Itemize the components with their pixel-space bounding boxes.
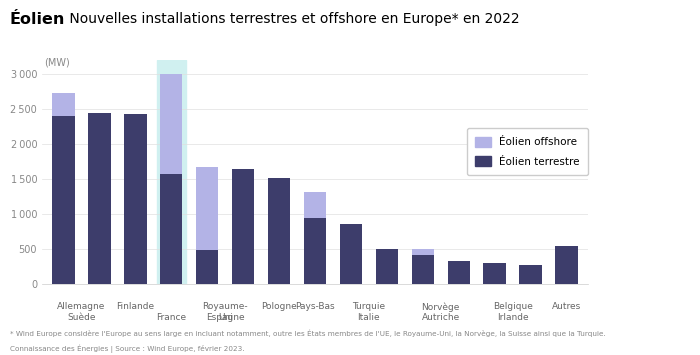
Text: Espagne: Espagne [206, 313, 244, 322]
Bar [447, 261, 470, 284]
Text: Pays-Bas: Pays-Bas [295, 302, 335, 311]
Text: Nouvelles installations terrestres et offshore en Europe* en 2022: Nouvelles installations terrestres et of… [65, 12, 519, 26]
Bar [52, 116, 75, 284]
Bar [160, 174, 183, 284]
Text: Autriche: Autriche [421, 313, 460, 322]
Bar [125, 114, 146, 284]
Bar [232, 169, 254, 284]
Bar [555, 246, 578, 284]
Text: Suède: Suède [67, 313, 96, 322]
Bar [52, 93, 75, 116]
Bar [412, 255, 434, 284]
Bar [160, 74, 183, 174]
Bar [157, 60, 186, 284]
Text: Pologne: Pologne [261, 302, 297, 311]
Bar [88, 113, 111, 284]
Text: Allemagne: Allemagne [57, 302, 106, 311]
Bar [268, 179, 290, 284]
Text: Norvège: Norvège [421, 302, 460, 312]
Bar [412, 249, 434, 255]
Bar [304, 218, 326, 284]
Bar [519, 265, 542, 284]
Text: * Wind Europe considère l'Europe au sens large en incluant notamment, outre les : * Wind Europe considère l'Europe au sens… [10, 329, 605, 337]
Text: Turquie: Turquie [352, 302, 386, 311]
Text: Connaissance des Énergies | Source : Wind Europe, février 2023.: Connaissance des Énergies | Source : Win… [10, 344, 244, 353]
Text: Irlande: Irlande [497, 313, 528, 322]
Bar [484, 263, 505, 284]
Text: Finlande: Finlande [116, 302, 155, 311]
Bar [196, 250, 218, 284]
Text: (MW): (MW) [44, 58, 69, 67]
Legend: Éolien offshore, Éolien terrestre: Éolien offshore, Éolien terrestre [467, 128, 588, 175]
Bar [376, 249, 398, 284]
Text: Éolien: Éolien [10, 12, 65, 27]
Text: France: France [156, 313, 186, 322]
Bar [304, 192, 326, 218]
Text: Autres: Autres [552, 302, 581, 311]
Text: Italie: Italie [358, 313, 380, 322]
Text: Belgique: Belgique [493, 302, 533, 311]
Text: Royaume-
Uni: Royaume- Uni [202, 302, 248, 322]
Bar [196, 167, 218, 250]
Bar [340, 224, 362, 284]
